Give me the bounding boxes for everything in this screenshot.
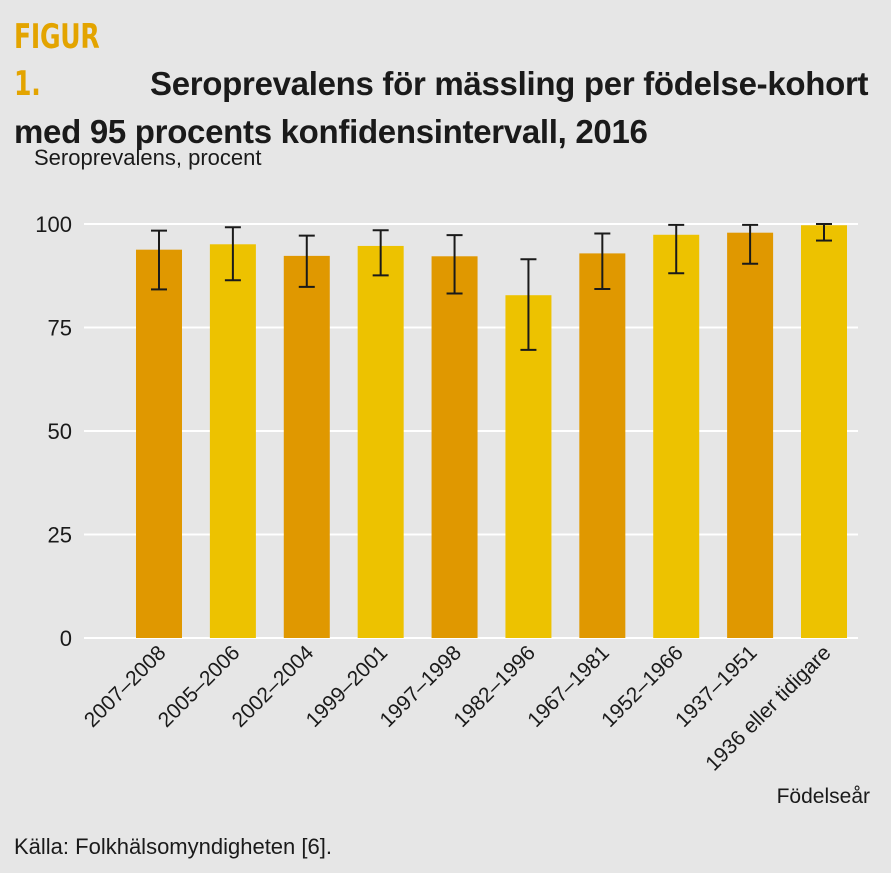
chart-title: Seroprevalens för mässling per födelse-k… (14, 65, 869, 150)
bar (431, 256, 478, 638)
source-note: Källa: Folkhälsomyndigheten [6]. (14, 834, 332, 859)
bar (283, 255, 330, 639)
bar (801, 225, 847, 638)
bar (653, 234, 700, 639)
bar (727, 232, 774, 638)
error-bar (446, 234, 463, 295)
y-tick-labels: 0 25 50 75 100 (35, 212, 72, 651)
error-bar (520, 258, 537, 351)
y-tick-label: 100 (35, 212, 72, 237)
error-bar (224, 226, 241, 282)
figure-label: FIGUR 1. (14, 17, 100, 104)
y-tick-label: 25 (48, 523, 72, 548)
bar (579, 253, 626, 639)
bar (209, 244, 256, 638)
bar (136, 249, 182, 638)
x-tick-label: 1936 eller tidigare (701, 641, 835, 775)
y-tick-label: 50 (48, 419, 72, 444)
error-bars (151, 223, 832, 351)
error-bar (816, 223, 832, 242)
figure-title-block: FIGUR 1. Seroprevalens för mässling per f… (14, 14, 874, 155)
error-bar (668, 223, 685, 275)
error-bar (742, 223, 759, 265)
error-bar (594, 232, 611, 290)
bar (505, 295, 552, 638)
bars (136, 225, 847, 639)
error-bar (298, 234, 315, 288)
error-bar (372, 229, 389, 277)
x-tick-labels: 2007–20082005–20062002–20041999–20011997… (80, 641, 836, 776)
y-tick-label: 0 (60, 626, 72, 651)
x-axis-label: Födelseår (777, 785, 870, 808)
bar (357, 245, 404, 638)
error-bar (151, 229, 167, 291)
y-tick-label: 75 (48, 316, 72, 341)
y-axis-label: Seroprevalens, procent (34, 145, 262, 170)
